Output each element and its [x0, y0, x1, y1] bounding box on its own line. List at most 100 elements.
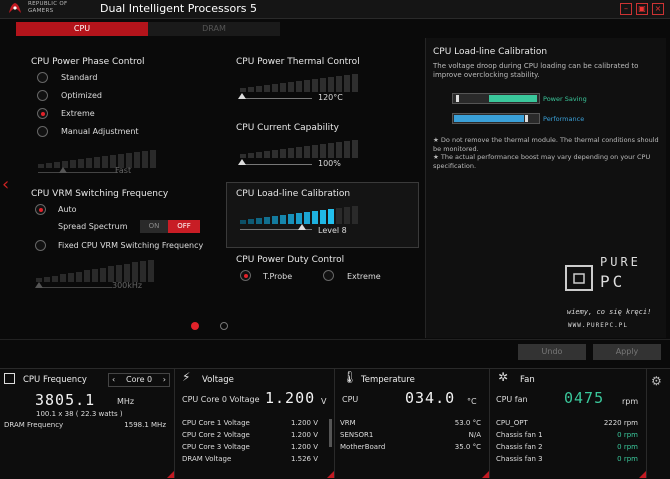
cpu-frequency-panel: CPU Frequency ‹ Core 0 › 3805.1 MHz 100.…	[0, 369, 175, 478]
llc-slider-thumb[interactable]	[298, 224, 306, 230]
radio-standard-label: Standard	[61, 73, 98, 82]
thermal-slider-track[interactable]	[240, 98, 312, 99]
temperature-panel: 🌡 Temperature CPU 034.0 °C VRM 53.0 °C S…	[335, 369, 490, 478]
fan-row-label: Chassis fan 2	[496, 443, 543, 451]
thermal-slider-thumb[interactable]	[238, 93, 246, 99]
fan-row-label: CPU_OPT	[496, 419, 528, 427]
radio-manual-label: Manual Adjustment	[61, 127, 139, 136]
fan-row-value: 0 rpm	[617, 455, 638, 463]
cpu-frequency-title: CPU Frequency	[23, 375, 87, 385]
chevron-left-icon[interactable]: ‹	[2, 174, 10, 195]
close-icon[interactable]: ×	[652, 3, 664, 15]
watermark-line2: PC	[600, 272, 626, 291]
cpu-temp-label: CPU	[342, 395, 359, 404]
thermal-value: 120°C	[318, 93, 343, 102]
spread-spectrum-label: Spread Spectrum	[58, 222, 128, 231]
title-bar: REPUBLIC OF GAMERS Dual Intelligent Proc…	[0, 0, 670, 19]
voltage-row-label: CPU Core 2 Voltage	[182, 431, 250, 439]
settings-window-icon[interactable]: ▣	[636, 3, 648, 15]
app-title: Dual Intelligent Processors 5	[100, 2, 257, 15]
radio-extreme-label: Extreme	[61, 109, 95, 118]
purepc-watermark-logo	[565, 265, 593, 291]
llc-title: CPU Load-line Calibration	[236, 189, 351, 199]
radio-optimized[interactable]	[37, 90, 48, 101]
current-value: 100%	[318, 159, 341, 168]
cpu-ratio-line: 100.1 x 38 ( 22.3 watts )	[36, 410, 123, 418]
vrm-slider-track[interactable]	[36, 287, 112, 288]
fan-panel: ✲ Fan CPU fan 0475 rpm CPU_OPT 2220 rpm …	[490, 369, 647, 478]
apply-button[interactable]: Apply	[593, 344, 661, 360]
voltage-panel: ⚡ Voltage CPU Core 0 Voltage 1.200 V CPU…	[175, 369, 335, 478]
voltage-scrollbar[interactable]	[329, 419, 332, 447]
current-slider-track[interactable]	[240, 164, 312, 165]
fan-row-value: 0 rpm	[617, 443, 638, 451]
phase-slider-value: Fast	[115, 166, 132, 175]
info-note-2-text: The actual performance boost may vary de…	[433, 153, 651, 170]
fan-icon: ✲	[498, 370, 509, 384]
info-note-2: ★ The actual performance boost may vary …	[433, 153, 651, 170]
lightning-icon: ⚡	[182, 370, 191, 384]
toggle-on[interactable]: ON	[140, 220, 168, 233]
minimize-icon[interactable]: –	[620, 3, 632, 15]
llc-value: Level 8	[318, 226, 347, 235]
voltage-title: Voltage	[202, 375, 234, 385]
info-panel	[425, 38, 666, 338]
phase-slider-ramp	[38, 150, 156, 168]
llc-slider-track[interactable]	[240, 229, 312, 230]
fan-row-value: 2220 rpm	[603, 419, 638, 427]
temp-row-value: 53.0 °C	[454, 419, 481, 427]
spread-spectrum-toggle[interactable]: ON OFF	[140, 220, 200, 233]
info-title: CPU Load-line Calibration	[433, 47, 548, 57]
voltage-row-value: 1.200 V	[290, 443, 318, 451]
cpu-temp-value: 034.0	[405, 389, 456, 407]
radio-duty-tprobe[interactable]	[240, 270, 251, 281]
core-select[interactable]: ‹ Core 0 ›	[108, 373, 170, 387]
tab-dram[interactable]: DRAM	[148, 22, 280, 36]
expand-corner-icon[interactable]	[639, 471, 646, 478]
radio-vrm-auto-label: Auto	[58, 205, 77, 214]
radio-extreme[interactable]	[37, 108, 48, 119]
info-note-1: ★ Do not remove the thermal module. The …	[433, 136, 659, 153]
radio-vrm-fixed[interactable]	[35, 240, 46, 251]
radio-vrm-auto[interactable]	[35, 204, 46, 215]
radio-duty-tprobe-label: T.Probe	[263, 272, 293, 281]
duty-title: CPU Power Duty Control	[236, 255, 345, 265]
phase-slider-track[interactable]	[38, 172, 118, 173]
voltage-row-value: 1.200 V	[290, 419, 318, 427]
cpu-temp-unit: °C	[467, 397, 477, 406]
toggle-off[interactable]: OFF	[168, 220, 200, 233]
voltage-row-label: DRAM Voltage	[182, 455, 232, 463]
info-description: The voltage droop during CPU loading can…	[433, 62, 639, 79]
gear-icon[interactable]: ⚙	[651, 374, 662, 388]
temperature-title: Temperature	[361, 375, 415, 385]
page-dot-1[interactable]	[191, 322, 199, 330]
cpu-frequency-unit: MHz	[117, 397, 135, 406]
temp-row-value: N/A	[468, 431, 481, 439]
fan-title: Fan	[520, 375, 535, 385]
tab-cpu[interactable]: CPU	[16, 22, 148, 36]
cpu-fan-value: 0475	[564, 389, 605, 407]
divider	[0, 339, 670, 340]
phase-slider-thumb[interactable]	[59, 167, 67, 173]
chevron-right-icon[interactable]: ›	[162, 375, 166, 384]
chevron-left-icon[interactable]: ‹	[112, 375, 116, 384]
core-select-value: Core 0	[126, 375, 153, 384]
radio-standard[interactable]	[37, 72, 48, 83]
vrm-slider-value: 300kHz	[112, 281, 143, 290]
thermal-title: CPU Power Thermal Control	[236, 57, 360, 67]
vrm-slider-thumb[interactable]	[35, 282, 43, 288]
voltage-row-label: CPU Core 1 Voltage	[182, 419, 250, 427]
expand-corner-icon[interactable]	[327, 471, 334, 478]
current-slider-thumb[interactable]	[238, 159, 246, 165]
main-tabs: CPU DRAM	[16, 22, 281, 36]
vrm-title: CPU VRM Switching Frequency	[31, 189, 169, 199]
cpu-frequency-value: 3805.1	[35, 391, 96, 409]
undo-button[interactable]: Undo	[518, 344, 586, 360]
expand-corner-icon[interactable]	[167, 471, 174, 478]
radio-duty-extreme[interactable]	[323, 270, 334, 281]
watermark-url: WWW.PUREPC.PL	[568, 322, 628, 329]
radio-manual[interactable]	[37, 126, 48, 137]
page-dot-2[interactable]	[220, 322, 228, 330]
expand-corner-icon[interactable]	[482, 471, 489, 478]
temp-row-label: MotherBoard	[340, 443, 386, 451]
